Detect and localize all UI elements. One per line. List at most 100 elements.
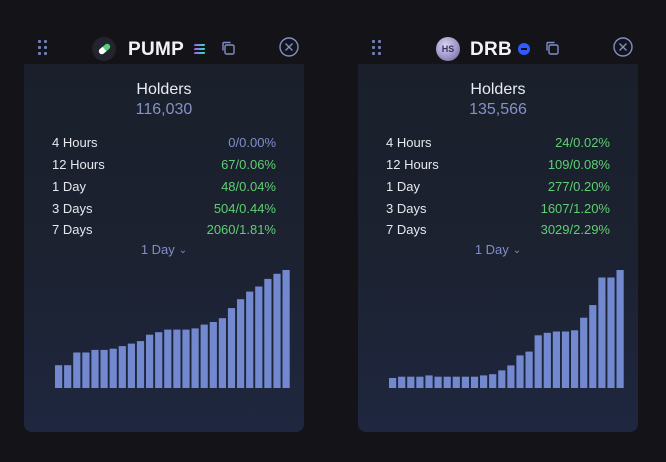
- stat-label: 12 Hours: [386, 157, 439, 173]
- chart-bar: [82, 352, 90, 388]
- chart-bar: [155, 332, 163, 388]
- stat-label: 7 Days: [386, 222, 427, 238]
- stat-label: 7 Days: [52, 222, 93, 238]
- chart-bar: [173, 329, 181, 388]
- copy-icon[interactable]: [221, 41, 235, 55]
- chart-bar: [607, 277, 615, 388]
- chart-bar: [64, 365, 72, 388]
- chart-bar: [389, 378, 397, 388]
- stat-label: 3 Days: [386, 200, 427, 216]
- chart-bar: [91, 349, 99, 388]
- chart-bar: [136, 341, 145, 388]
- chevron-down-icon: ⌄: [178, 245, 188, 256]
- stat-label: 12 Hours: [52, 157, 105, 173]
- chart-bar: [100, 349, 108, 388]
- stat-label: 1 Day: [52, 178, 86, 194]
- hs-avatar-icon: HS: [436, 37, 460, 61]
- chart-bar: [273, 273, 281, 388]
- chart-bar: [237, 299, 245, 388]
- chart-bar: [598, 277, 606, 388]
- chart-bar: [416, 376, 424, 388]
- holders-panel-drb: HS DRB Holders 135,566 4 Hours 24/0.02% 1…: [358, 26, 638, 432]
- stat-value: 3029/2.29%: [540, 222, 610, 238]
- close-icon[interactable]: [613, 37, 633, 57]
- chart-bar: [452, 376, 460, 388]
- chart-bar: [218, 318, 226, 388]
- chart-bar: [118, 346, 126, 388]
- period-dropdown[interactable]: 1 Day ⌄: [24, 242, 304, 257]
- chart-bar: [425, 375, 433, 388]
- chart-bar: [407, 376, 415, 388]
- copy-icon[interactable]: [545, 41, 559, 55]
- chart-bar: [182, 329, 190, 388]
- chart-bar: [461, 376, 469, 388]
- holders-bar-chart: [55, 270, 290, 388]
- drag-handle-icon[interactable]: [38, 40, 48, 56]
- holder-change-stats: 4 Hours 0/0.00% 12 Hours 67/0.06% 1 Day 48/…: [52, 132, 276, 241]
- chart-bar: [264, 278, 272, 388]
- chart-bar: [516, 355, 524, 388]
- stat-row: 1 Day 277/0.20%: [386, 176, 610, 198]
- panel-header: PUMP: [24, 26, 304, 70]
- base-chain-icon: [518, 43, 530, 55]
- stat-value: 67/0.06%: [221, 157, 276, 173]
- stat-row: 12 Hours 67/0.06%: [52, 154, 276, 176]
- chart-bar: [507, 365, 515, 388]
- chart-bar: [398, 376, 406, 388]
- stat-row: 12 Hours 109/0.08%: [386, 154, 610, 176]
- chart-bar: [246, 291, 254, 388]
- stat-row: 3 Days 1607/1.20%: [386, 197, 610, 219]
- stat-row: 4 Hours 24/0.02%: [386, 132, 610, 154]
- chart-bar: [164, 329, 172, 388]
- stat-label: 4 Hours: [386, 135, 432, 151]
- chart-bar: [109, 348, 117, 388]
- drag-handle-icon[interactable]: [372, 40, 382, 56]
- chart-bar: [580, 317, 588, 388]
- stat-row: 4 Hours 0/0.00%: [52, 132, 276, 154]
- chevron-down-icon: ⌄: [512, 245, 522, 256]
- stat-label: 1 Day: [386, 178, 420, 194]
- chart-bar: [227, 308, 236, 388]
- period-dropdown[interactable]: 1 Day ⌄: [358, 242, 638, 257]
- chart-bar: [561, 331, 570, 388]
- stat-value: 1607/1.20%: [540, 200, 610, 216]
- close-icon[interactable]: [279, 37, 299, 57]
- chart-bar: [489, 374, 497, 388]
- stat-value: 504/0.44%: [213, 200, 276, 216]
- stat-row: 7 Days 2060/1.81%: [52, 219, 276, 241]
- chart-bar: [552, 331, 560, 388]
- holders-bar-chart: [389, 270, 624, 388]
- stat-row: 3 Days 504/0.44%: [52, 197, 276, 219]
- chart-bar: [443, 376, 451, 388]
- stat-value: 0/0.00%: [228, 135, 276, 151]
- chart-bar: [480, 375, 488, 388]
- chart-bar: [534, 335, 542, 388]
- holders-panel-pump: PUMP Holders 116,030 4 Hours 0/0.00% 12 H…: [24, 26, 304, 432]
- chart-bar: [525, 351, 533, 388]
- token-ticker: PUMP: [128, 39, 185, 60]
- holders-count: 116,030: [135, 101, 193, 118]
- pill-logo-icon: [92, 37, 116, 61]
- stat-value: 277/0.20%: [547, 178, 610, 194]
- chart-bar: [146, 334, 154, 388]
- chart-bar: [498, 370, 506, 388]
- token-ticker: DRB: [470, 39, 513, 60]
- chart-bar: [470, 376, 479, 388]
- chart-bar: [127, 343, 135, 388]
- stat-value: 24/0.02%: [555, 135, 610, 151]
- chart-bar: [191, 328, 199, 388]
- period-dropdown-label: 1 Day: [140, 242, 175, 257]
- holder-change-stats: 4 Hours 24/0.02% 12 Hours 109/0.08% 1 Day 2…: [386, 132, 610, 241]
- chart-bar: [571, 330, 579, 388]
- chart-bar: [255, 286, 263, 388]
- chart-bar: [200, 324, 208, 388]
- stat-value: 109/0.08%: [547, 157, 610, 173]
- chart-bar: [73, 352, 81, 388]
- period-dropdown-label: 1 Day: [474, 242, 509, 257]
- chart-bar: [209, 322, 217, 388]
- chart-bar: [434, 376, 442, 388]
- holders-title: Holders: [470, 81, 526, 98]
- holders-count: 135,566: [469, 101, 527, 118]
- chart-bar: [55, 365, 63, 388]
- chart-bar: [543, 332, 551, 388]
